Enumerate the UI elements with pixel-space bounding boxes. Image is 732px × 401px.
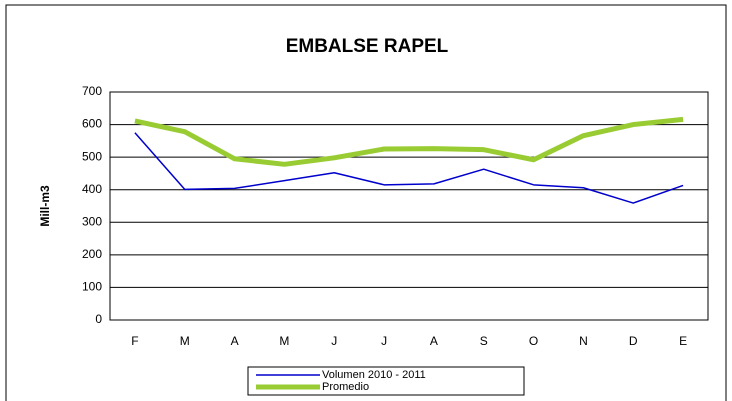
x-tick-label: F (131, 334, 138, 348)
x-tick-label: E (679, 334, 687, 348)
y-tick-label: 0 (95, 312, 102, 326)
y-tick-label: 300 (82, 214, 102, 228)
legend (247, 366, 525, 396)
y-tick-label: 100 (82, 280, 102, 294)
y-tick-label: 400 (82, 182, 102, 196)
x-tick-label: N (579, 334, 588, 348)
y-tick-label: 700 (82, 84, 102, 98)
x-tick-label: A (430, 334, 438, 348)
x-tick-label: J (381, 334, 387, 348)
x-tick-label: O (529, 334, 538, 348)
legend-label: Promedio (322, 381, 369, 393)
x-tick-label: J (331, 334, 337, 348)
y-axis-label: Mill-m3 (38, 185, 52, 227)
legend-label: Volumen 2010 - 2011 (322, 369, 426, 381)
chart-title: EMBALSE RAPEL (286, 36, 449, 57)
x-tick-label: A (231, 334, 239, 348)
x-tick-label: S (480, 334, 488, 348)
y-tick-label: 200 (82, 247, 102, 261)
plot-border (109, 91, 709, 321)
line-series (134, 116, 684, 167)
x-tick-label: M (180, 334, 190, 348)
line-series (134, 132, 684, 204)
x-tick-label: D (629, 334, 638, 348)
x-tick-label: M (279, 334, 289, 348)
chart-border (5, 4, 727, 401)
y-tick-label: 600 (82, 117, 102, 131)
y-tick-label: 500 (82, 149, 102, 163)
